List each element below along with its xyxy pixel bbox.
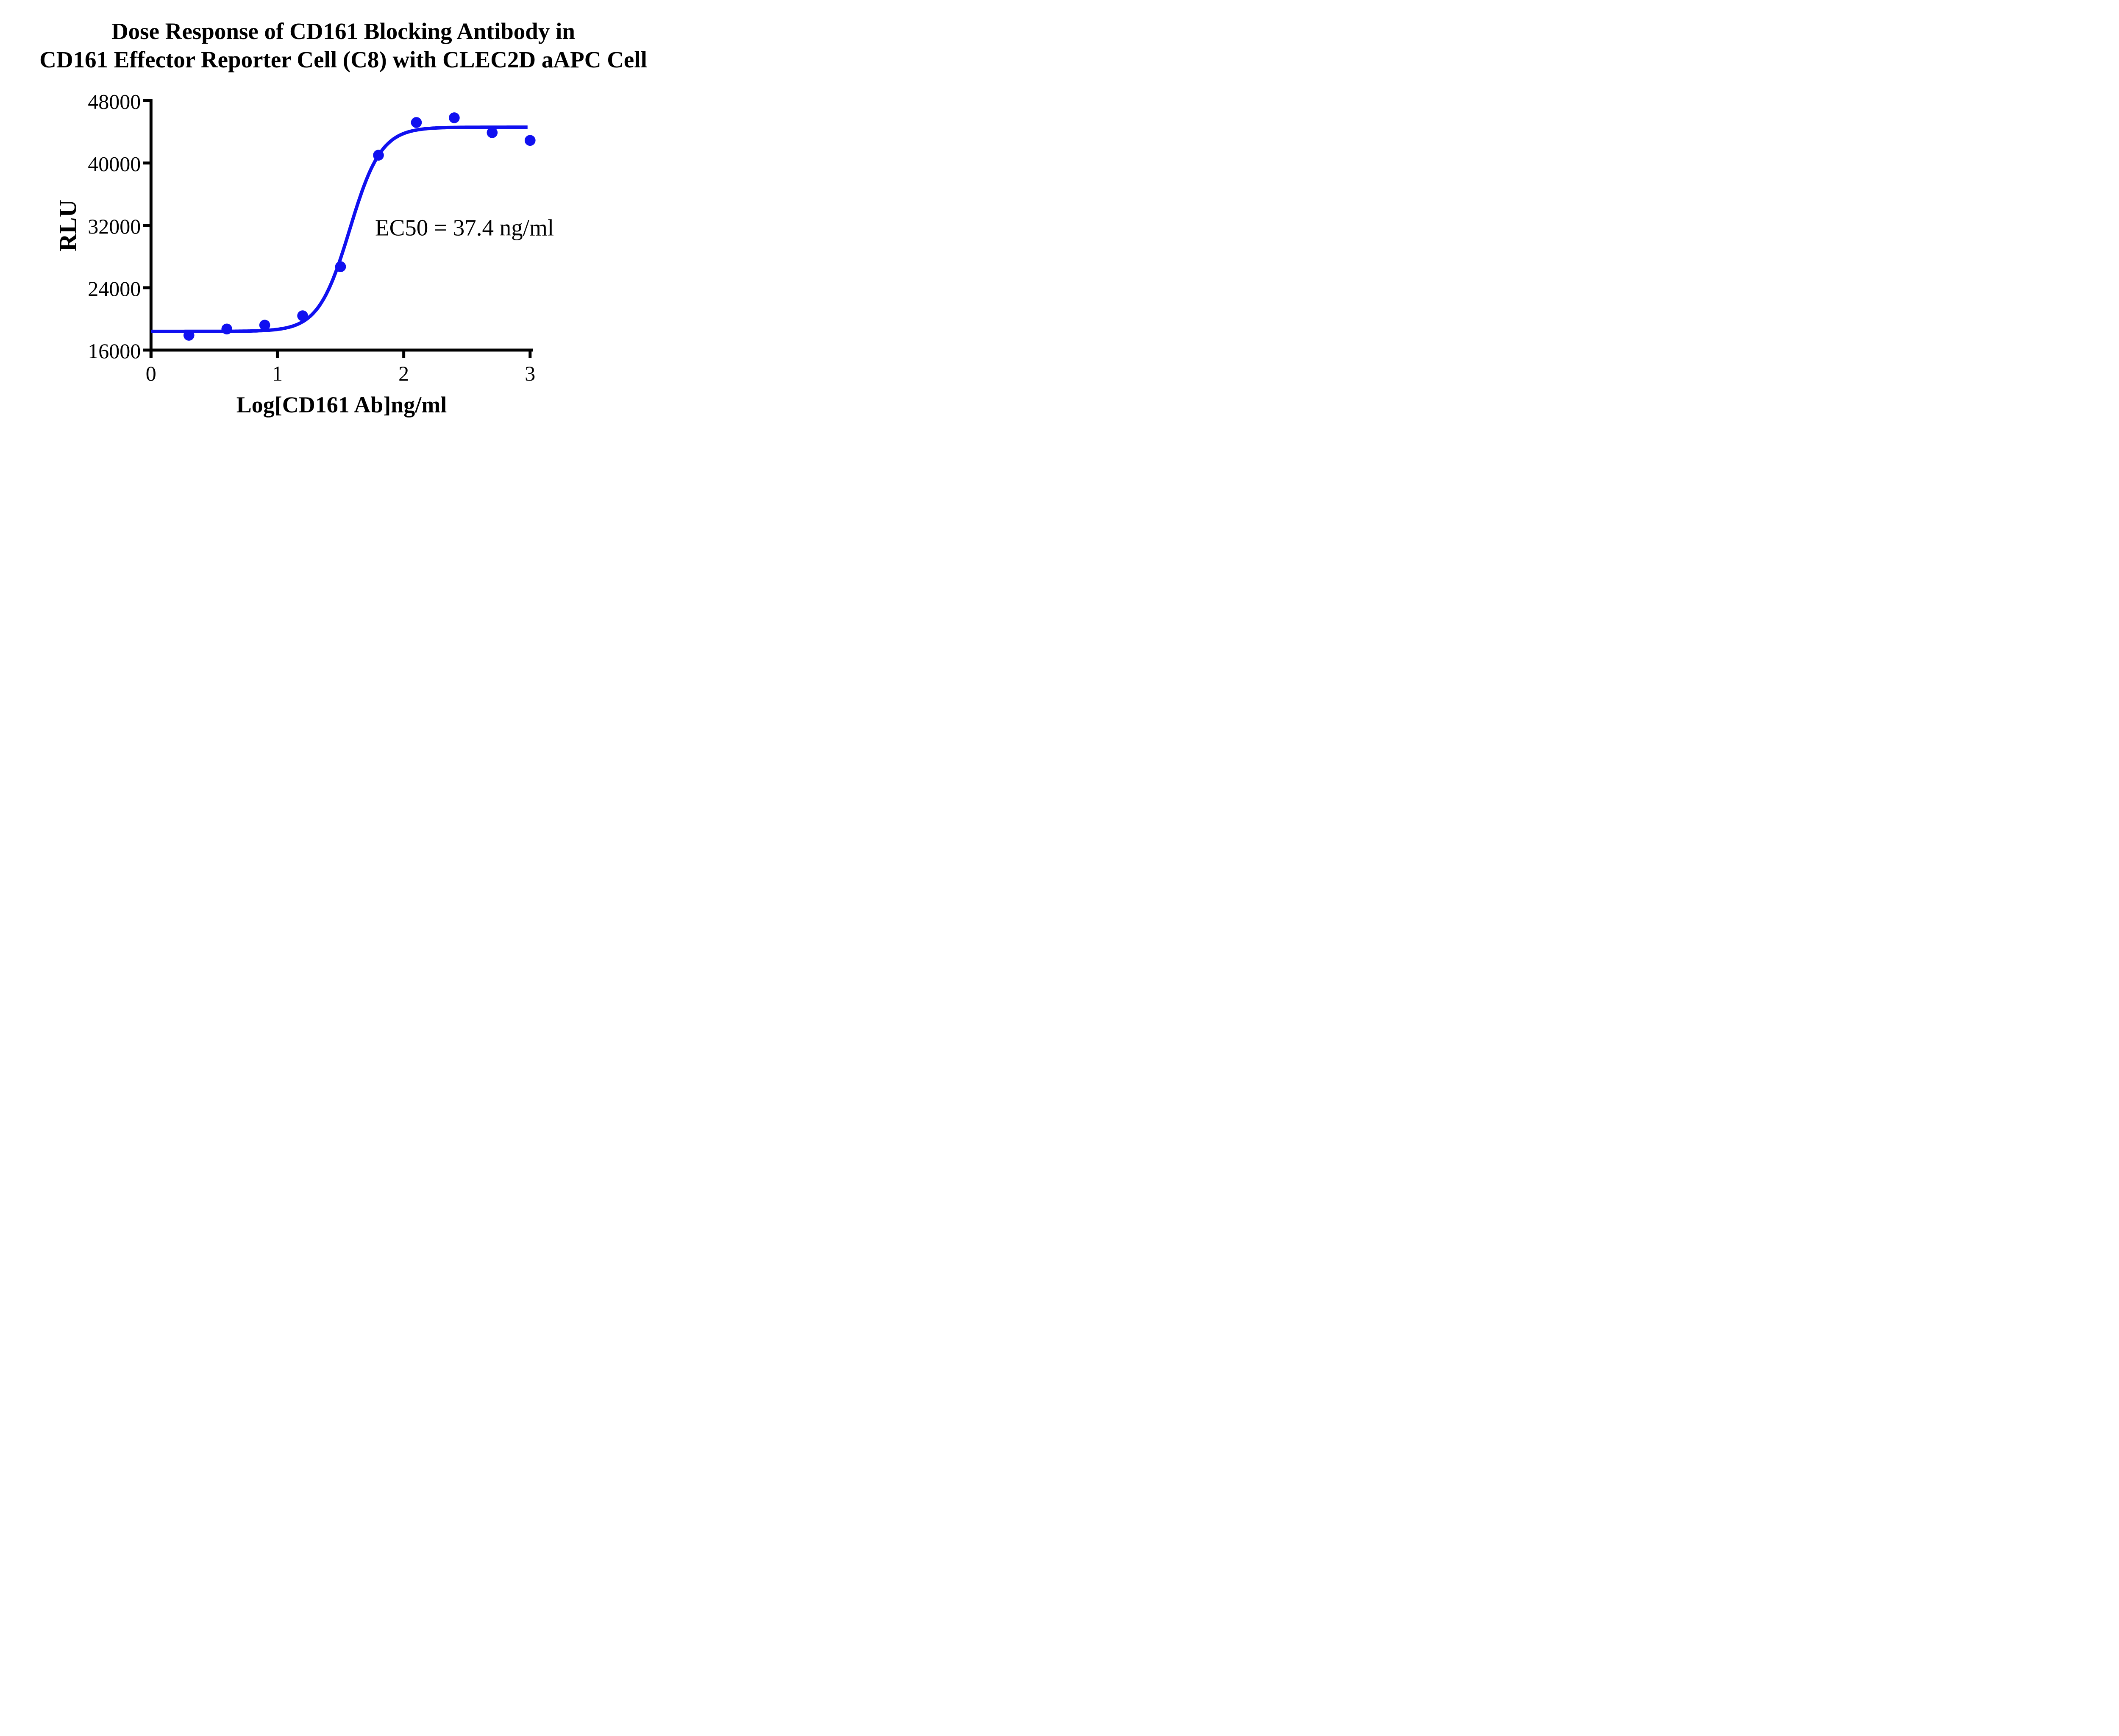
- y-tick-label: 24000: [88, 277, 141, 300]
- data-point: [221, 323, 232, 335]
- x-tick-label: 1: [272, 362, 283, 385]
- data-point: [487, 127, 498, 138]
- data-point: [297, 310, 308, 321]
- data-point: [259, 320, 270, 331]
- x-tick-label: 2: [398, 362, 409, 385]
- x-tick-label: 0: [146, 362, 156, 385]
- x-axis-title: Log[CD161 Ab]ng/ml: [236, 392, 447, 417]
- data-point: [411, 117, 422, 128]
- chart-title: Dose Response of CD161 Blocking Antibody…: [9, 17, 677, 74]
- ec50-annotation: EC50 = 37.4 ng/ml: [375, 214, 554, 241]
- data-point: [335, 261, 346, 273]
- dose-response-figure: Dose Response of CD161 Blocking Antibody…: [0, 0, 677, 434]
- data-point: [449, 112, 460, 123]
- chart-title-line2: CD161 Effector Reporter Cell (C8) with C…: [39, 47, 647, 72]
- data-point: [183, 330, 195, 341]
- y-tick-label: 32000: [88, 214, 141, 238]
- y-tick-label: 48000: [88, 90, 141, 114]
- data-point: [525, 135, 536, 146]
- plot-area: 16000 24000 32000 40000 48000 0 1 2 3: [88, 90, 536, 385]
- y-tick-label: 40000: [88, 152, 141, 176]
- data-point: [373, 150, 384, 161]
- chart-title-line1: Dose Response of CD161 Blocking Antibody…: [111, 18, 576, 44]
- y-axis-title: RLU: [54, 199, 82, 252]
- x-tick-label: 3: [525, 362, 535, 385]
- y-tick-label: 16000: [88, 339, 141, 363]
